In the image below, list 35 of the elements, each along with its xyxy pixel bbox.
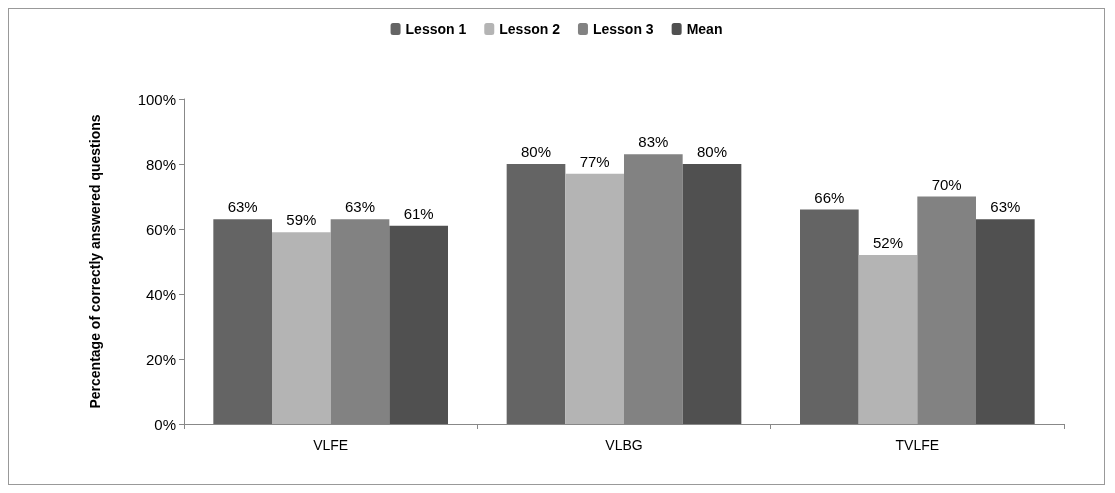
y-axis-title: Percentage of correctly answered questions <box>87 114 103 409</box>
data-label: 80% <box>520 143 552 160</box>
data-label: 77% <box>579 152 610 170</box>
bar <box>800 209 859 424</box>
bar <box>682 164 742 424</box>
data-label: 63% <box>227 198 258 216</box>
x-tick-label: TVLFE <box>895 437 940 453</box>
bar <box>213 219 272 424</box>
data-label: 80% <box>696 143 728 160</box>
y-tick-label: 0% <box>154 415 176 433</box>
legend-label: Lesson 1 <box>405 21 467 37</box>
x-tick-label: VLFE <box>313 437 349 453</box>
data-label: 66% <box>814 188 845 206</box>
y-tick-label: 20% <box>145 350 176 368</box>
bar <box>565 173 624 424</box>
y-tick-label: 40% <box>145 285 176 303</box>
y-tick-label: 80% <box>145 155 176 173</box>
data-label: 61% <box>403 204 434 222</box>
bar <box>389 225 448 424</box>
bar <box>858 255 918 424</box>
bar <box>976 219 1035 424</box>
x-tick-label: VLBG <box>605 437 643 453</box>
legend-label: Lesson 2 <box>499 21 561 37</box>
data-label: 70% <box>931 175 962 193</box>
data-label: 52% <box>872 234 904 251</box>
bar <box>506 164 566 424</box>
data-label: 63% <box>990 198 1021 216</box>
bar <box>272 232 331 424</box>
legend-label: Mean <box>686 21 723 37</box>
y-tick-label: 100% <box>137 90 176 108</box>
data-label: 63% <box>344 198 376 216</box>
y-tick-label: 60% <box>145 220 176 238</box>
data-label: 59% <box>286 211 317 229</box>
data-label: 83% <box>638 133 669 151</box>
legend-label: Lesson 3 <box>592 21 654 37</box>
